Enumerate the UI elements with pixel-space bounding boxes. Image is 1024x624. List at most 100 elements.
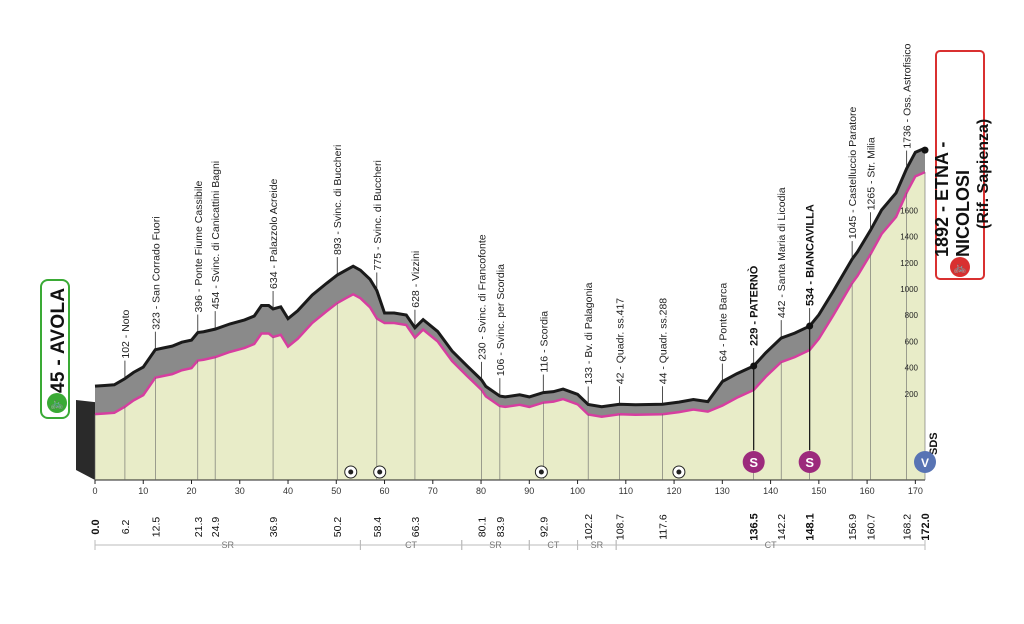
- start-label: 45 - AVOLA 🚲: [40, 279, 70, 419]
- x-tick-label: 110: [619, 486, 633, 496]
- waypoint-label: 1736 - Oss. Astrofisico: [902, 43, 914, 148]
- km-marker-label: 136.5: [749, 513, 761, 541]
- y-tick-label: 1000: [900, 285, 918, 294]
- x-tick-label: 160: [860, 486, 875, 496]
- x-tick-label: 150: [811, 486, 826, 496]
- climb-marker-icon: [914, 451, 936, 473]
- sprint-icon-letter: S: [805, 455, 814, 470]
- province-label: SR: [221, 540, 234, 550]
- profile-road-line: [94, 171, 926, 418]
- km-marker-label: 21.3: [193, 517, 205, 538]
- waypoint-label: 64 - Ponte Barca: [717, 283, 729, 362]
- km-marker-label: 148.1: [805, 513, 817, 541]
- km-marker-label: 172.0: [920, 513, 932, 541]
- km-marker-label: 168.2: [902, 514, 914, 540]
- waypoint-label: 1265 - Str. Milia: [865, 137, 877, 210]
- waypoint-label: 442 - Santa Maria di Licodia: [776, 187, 788, 318]
- waypoint-label: 44 - Quadr. ss.288: [657, 298, 669, 385]
- x-tick-label: 40: [283, 486, 293, 496]
- province-label: SR: [489, 540, 502, 550]
- feed-zone-icon-center: [377, 469, 383, 475]
- waypoint-label: 534 - BIANCAVILLA: [805, 204, 817, 306]
- finish-subtitle: (Rif. Sapienza): [974, 118, 992, 229]
- sprint-icon: [798, 451, 821, 473]
- x-tick-label: 130: [715, 486, 730, 496]
- start-altitude-label: 45 - AVOLA: [48, 287, 69, 393]
- y-tick-label: 1400: [900, 233, 918, 242]
- x-tick-label: 100: [570, 486, 585, 496]
- km-marker-label: 83.9: [495, 517, 507, 538]
- km-marker-label: 80.1: [477, 517, 489, 538]
- km-marker-label: 117.6: [657, 514, 669, 540]
- km-marker-label: 12.5: [150, 517, 162, 538]
- x-tick-label: 140: [763, 486, 778, 496]
- x-tick-label: 20: [187, 486, 197, 496]
- waypoint-label: 230 - Svinc. di Francofonte: [477, 234, 489, 360]
- waypoint-label: 628 - Vizzini: [410, 251, 422, 308]
- x-tick-label: 120: [667, 486, 682, 496]
- x-tick-label: 80: [476, 486, 486, 496]
- waypoint-label: 229 - PATERNÒ: [748, 265, 761, 346]
- sprint-icon-letter: S: [749, 455, 758, 470]
- km-marker-label: 108.7: [615, 514, 627, 540]
- province-label: SR: [591, 540, 604, 550]
- x-tick-label: 170: [908, 486, 923, 496]
- y-tick-label: 200: [905, 390, 919, 399]
- km-marker-label: 66.3: [410, 517, 422, 538]
- waypoint-label: 634 - Palazzolo Acreide: [268, 178, 280, 288]
- km-marker-label: 58.4: [372, 517, 384, 538]
- profile-left-wall: [76, 400, 95, 480]
- km-marker-label: 6.2: [120, 520, 132, 535]
- province-label: CT: [547, 540, 559, 550]
- feed-zone-icon-center: [676, 469, 682, 475]
- finish-label: 1892 - ETNA - NICOLOSI (Rif. Sapienza) 🚲: [931, 50, 992, 280]
- x-tick-label: 60: [380, 486, 390, 496]
- waypoint-label: 106 - Svinc. per Scordia: [495, 264, 507, 376]
- y-tick-label: 400: [905, 364, 919, 373]
- km-marker-label: 142.2: [776, 514, 788, 540]
- waypoint-label: 323 - San Corrado Fuori: [150, 216, 162, 329]
- x-tick-label: 10: [138, 486, 148, 496]
- province-label: CT: [405, 540, 417, 550]
- waypoint-label: 1045 - Castelluccio Paratore: [847, 106, 859, 239]
- bicycle-icon: 🚲: [47, 393, 67, 413]
- km-marker-label: 156.9: [847, 514, 859, 540]
- sprint-dot: [806, 322, 814, 330]
- waypoint-label: 775 - Svinc. di Buccheri: [372, 160, 384, 270]
- x-tick-label: 70: [428, 486, 438, 496]
- x-tick-label: 0: [92, 486, 97, 496]
- waypoint-label: 42 - Quadr. ss.417: [615, 298, 627, 385]
- waypoint-label: 133 - Bv. di Palagonia: [583, 282, 595, 384]
- x-tick-label: 50: [331, 486, 341, 496]
- km-marker-label: 36.9: [268, 517, 280, 538]
- sprint-icon: [742, 451, 765, 473]
- waypoint-label: 396 - Ponte Fiume Cassibile: [193, 180, 205, 312]
- waypoint-label: 102 - Noto: [120, 309, 132, 358]
- waypoint-label: 454 - Svinc. di Canicattini Bagni: [210, 161, 222, 309]
- waypoint-label: 116 - Scordia: [538, 311, 550, 373]
- x-tick-label: 90: [524, 486, 534, 496]
- finish-dot: [921, 146, 929, 154]
- y-tick-label: 1600: [900, 206, 918, 215]
- km-marker-label: 24.9: [210, 517, 222, 538]
- km-marker-label: 50.2: [332, 517, 344, 538]
- finish-title: 1892 - ETNA - NICOLOSI: [931, 141, 973, 257]
- feed-zone-icon-center: [538, 469, 544, 475]
- profile-ridge-line: [94, 146, 926, 409]
- km-marker-label: 0.0: [90, 519, 102, 534]
- profile-area: [95, 172, 925, 480]
- sds-label: SDS: [928, 432, 940, 455]
- km-marker-label: 102.2: [583, 514, 595, 540]
- km-marker-label: 160.7: [865, 514, 877, 540]
- bicycle-icon: 🚲: [950, 257, 970, 277]
- y-tick-label: 1200: [900, 259, 918, 268]
- km-marker-label: 92.9: [538, 517, 550, 538]
- y-tick-label: 600: [905, 337, 919, 346]
- feed-zone-icon-center: [348, 469, 354, 475]
- x-tick-label: 30: [235, 486, 245, 496]
- province-label: CT: [765, 540, 777, 550]
- sprint-dot: [750, 362, 758, 370]
- y-tick-label: 800: [905, 311, 919, 320]
